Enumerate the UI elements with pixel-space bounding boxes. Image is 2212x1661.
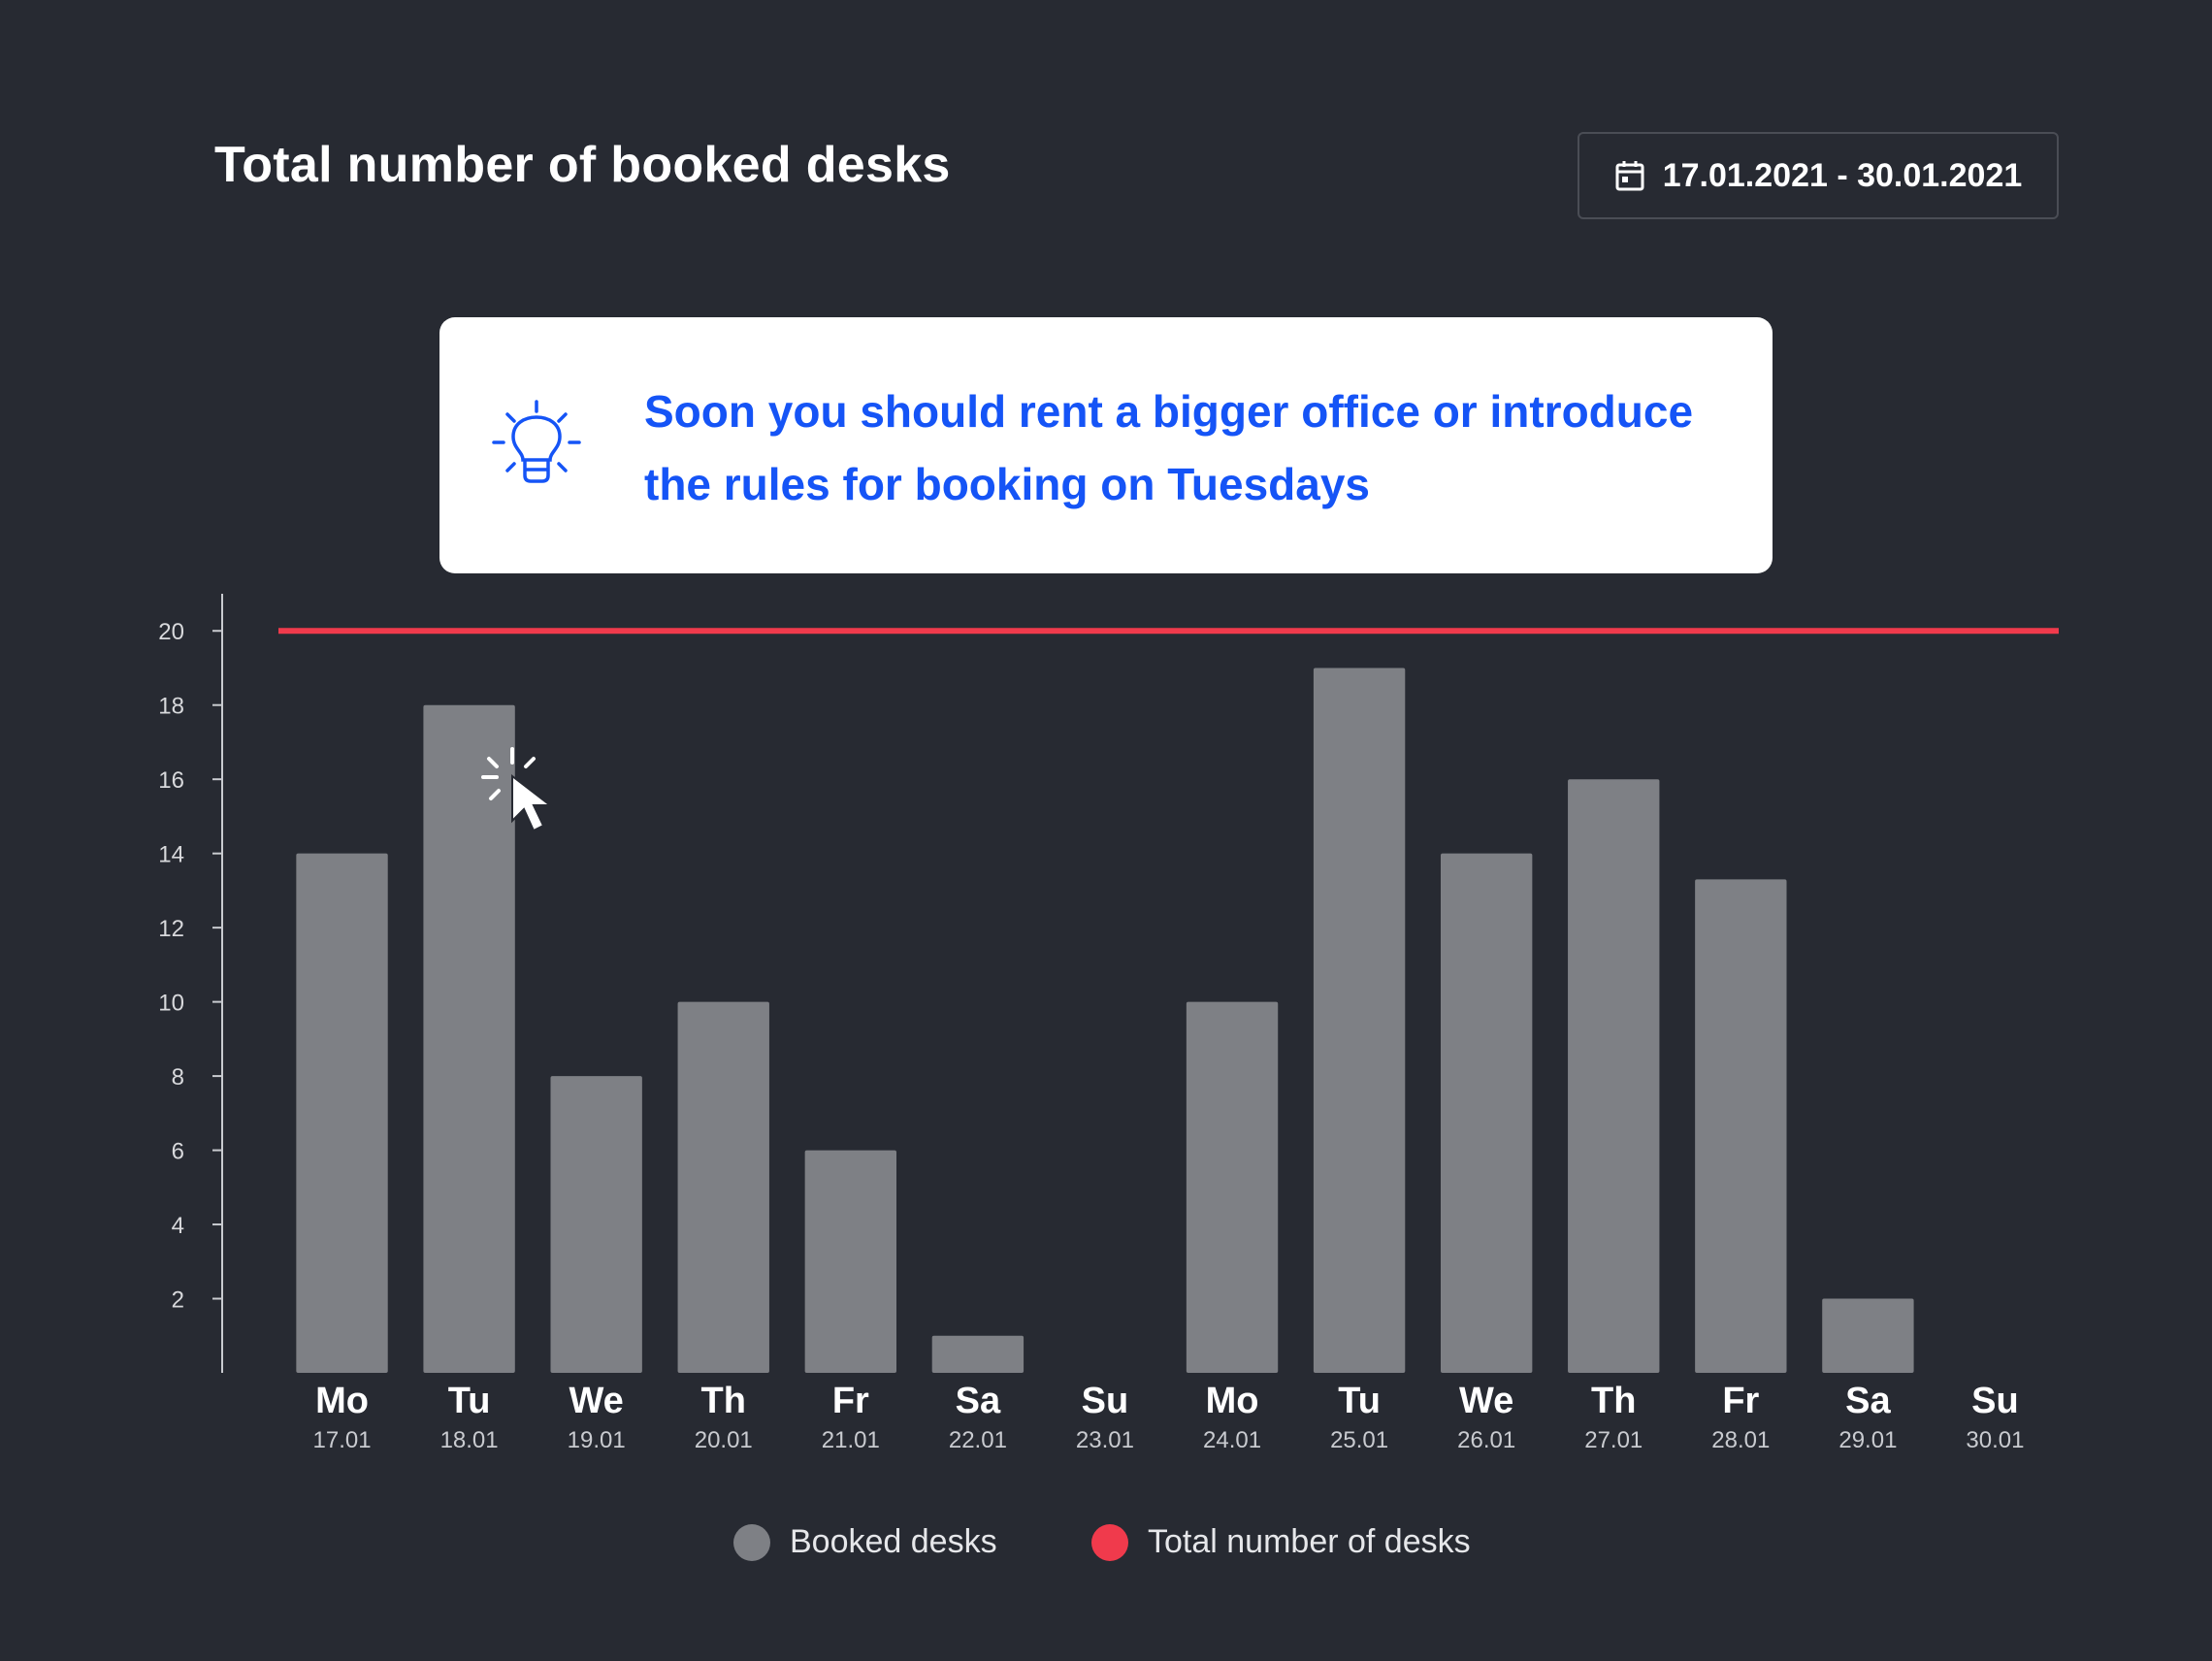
bar-th-20.01[interactable] bbox=[677, 1001, 769, 1373]
mouse-cursor-icon bbox=[481, 747, 553, 832]
x-date-label: 22.01 bbox=[949, 1427, 1007, 1453]
page-title: Total number of booked desks bbox=[214, 137, 951, 193]
x-date-label: 19.01 bbox=[568, 1427, 626, 1453]
legend-item-total: Total number of desks bbox=[1091, 1523, 1471, 1561]
x-date-label: 20.01 bbox=[695, 1427, 753, 1453]
bar-tu-25.01[interactable] bbox=[1313, 668, 1406, 1373]
bar-sa-22.01[interactable] bbox=[931, 1335, 1025, 1373]
legend-label-total: Total number of desks bbox=[1148, 1523, 1471, 1560]
x-day-label: Fr bbox=[1722, 1381, 1759, 1421]
bar-mo-17.01[interactable] bbox=[296, 853, 388, 1373]
x-date-label: 18.01 bbox=[440, 1427, 499, 1453]
x-date-label: 27.01 bbox=[1584, 1427, 1643, 1453]
bar-th-27.01[interactable] bbox=[1568, 779, 1660, 1373]
date-range-text: 17.01.2021 - 30.01.2021 bbox=[1662, 156, 2023, 194]
bar-sa-29.01[interactable] bbox=[1822, 1298, 1914, 1373]
y-tick-label: 10 bbox=[158, 991, 184, 1017]
x-day-label: Th bbox=[701, 1381, 746, 1421]
x-day-label: Tu bbox=[1338, 1381, 1381, 1421]
x-date-label: 28.01 bbox=[1711, 1427, 1770, 1453]
x-date-label: 24.01 bbox=[1203, 1427, 1261, 1453]
x-day-label: Sa bbox=[1845, 1381, 1891, 1421]
y-tick-label: 18 bbox=[158, 694, 184, 720]
legend-item-booked: Booked desks bbox=[733, 1523, 997, 1561]
legend-swatch-booked bbox=[733, 1523, 770, 1561]
y-tick-label: 16 bbox=[158, 767, 184, 794]
x-day-label: Mo bbox=[1206, 1381, 1259, 1421]
insight-message: Soon you should rent a bigger office or … bbox=[644, 386, 1694, 509]
y-tick-label: 4 bbox=[172, 1213, 184, 1239]
y-tick-label: 8 bbox=[172, 1064, 184, 1091]
x-date-label: 25.01 bbox=[1330, 1427, 1388, 1453]
x-date-label: 29.01 bbox=[1838, 1427, 1897, 1453]
calendar-icon bbox=[1615, 161, 1644, 191]
bar-fr-21.01[interactable] bbox=[804, 1150, 897, 1373]
x-day-label: Su bbox=[1082, 1381, 1129, 1421]
legend: Booked desks Total number of desks bbox=[0, 1523, 2212, 1572]
lightbulb-icon bbox=[492, 400, 581, 483]
legend-label-booked: Booked desks bbox=[790, 1523, 997, 1560]
bar-we-26.01[interactable] bbox=[1440, 853, 1533, 1373]
x-day-label: We bbox=[569, 1381, 624, 1421]
x-date-label: 17.01 bbox=[313, 1427, 372, 1453]
x-day-label: Tu bbox=[448, 1381, 491, 1421]
bar-we-19.01[interactable] bbox=[550, 1076, 642, 1373]
x-day-label: Sa bbox=[956, 1381, 1001, 1421]
x-date-label: 30.01 bbox=[1966, 1427, 2024, 1453]
insight-card: Soon you should rent a bigger office or … bbox=[439, 317, 1773, 573]
y-tick-label: 2 bbox=[172, 1287, 184, 1314]
x-day-label: We bbox=[1459, 1381, 1513, 1421]
y-tick-label: 20 bbox=[158, 619, 184, 645]
bar-tu-18.01[interactable] bbox=[423, 704, 515, 1373]
x-day-label: Th bbox=[1591, 1381, 1636, 1421]
x-date-label: 23.01 bbox=[1076, 1427, 1134, 1453]
y-tick-label: 12 bbox=[158, 916, 184, 942]
date-range-picker[interactable]: 17.01.2021 - 30.01.2021 bbox=[1578, 132, 2059, 219]
x-day-label: Fr bbox=[832, 1381, 869, 1421]
x-day-label: Su bbox=[1971, 1381, 2019, 1421]
legend-swatch-total bbox=[1091, 1523, 1128, 1561]
y-tick-label: 6 bbox=[172, 1139, 184, 1165]
x-date-label: 26.01 bbox=[1457, 1427, 1515, 1453]
bar-fr-28.01[interactable] bbox=[1695, 879, 1787, 1373]
y-tick-label: 14 bbox=[158, 842, 184, 868]
x-date-label: 21.01 bbox=[822, 1427, 880, 1453]
x-day-label: Mo bbox=[315, 1381, 369, 1421]
bar-mo-24.01[interactable] bbox=[1186, 1001, 1279, 1373]
